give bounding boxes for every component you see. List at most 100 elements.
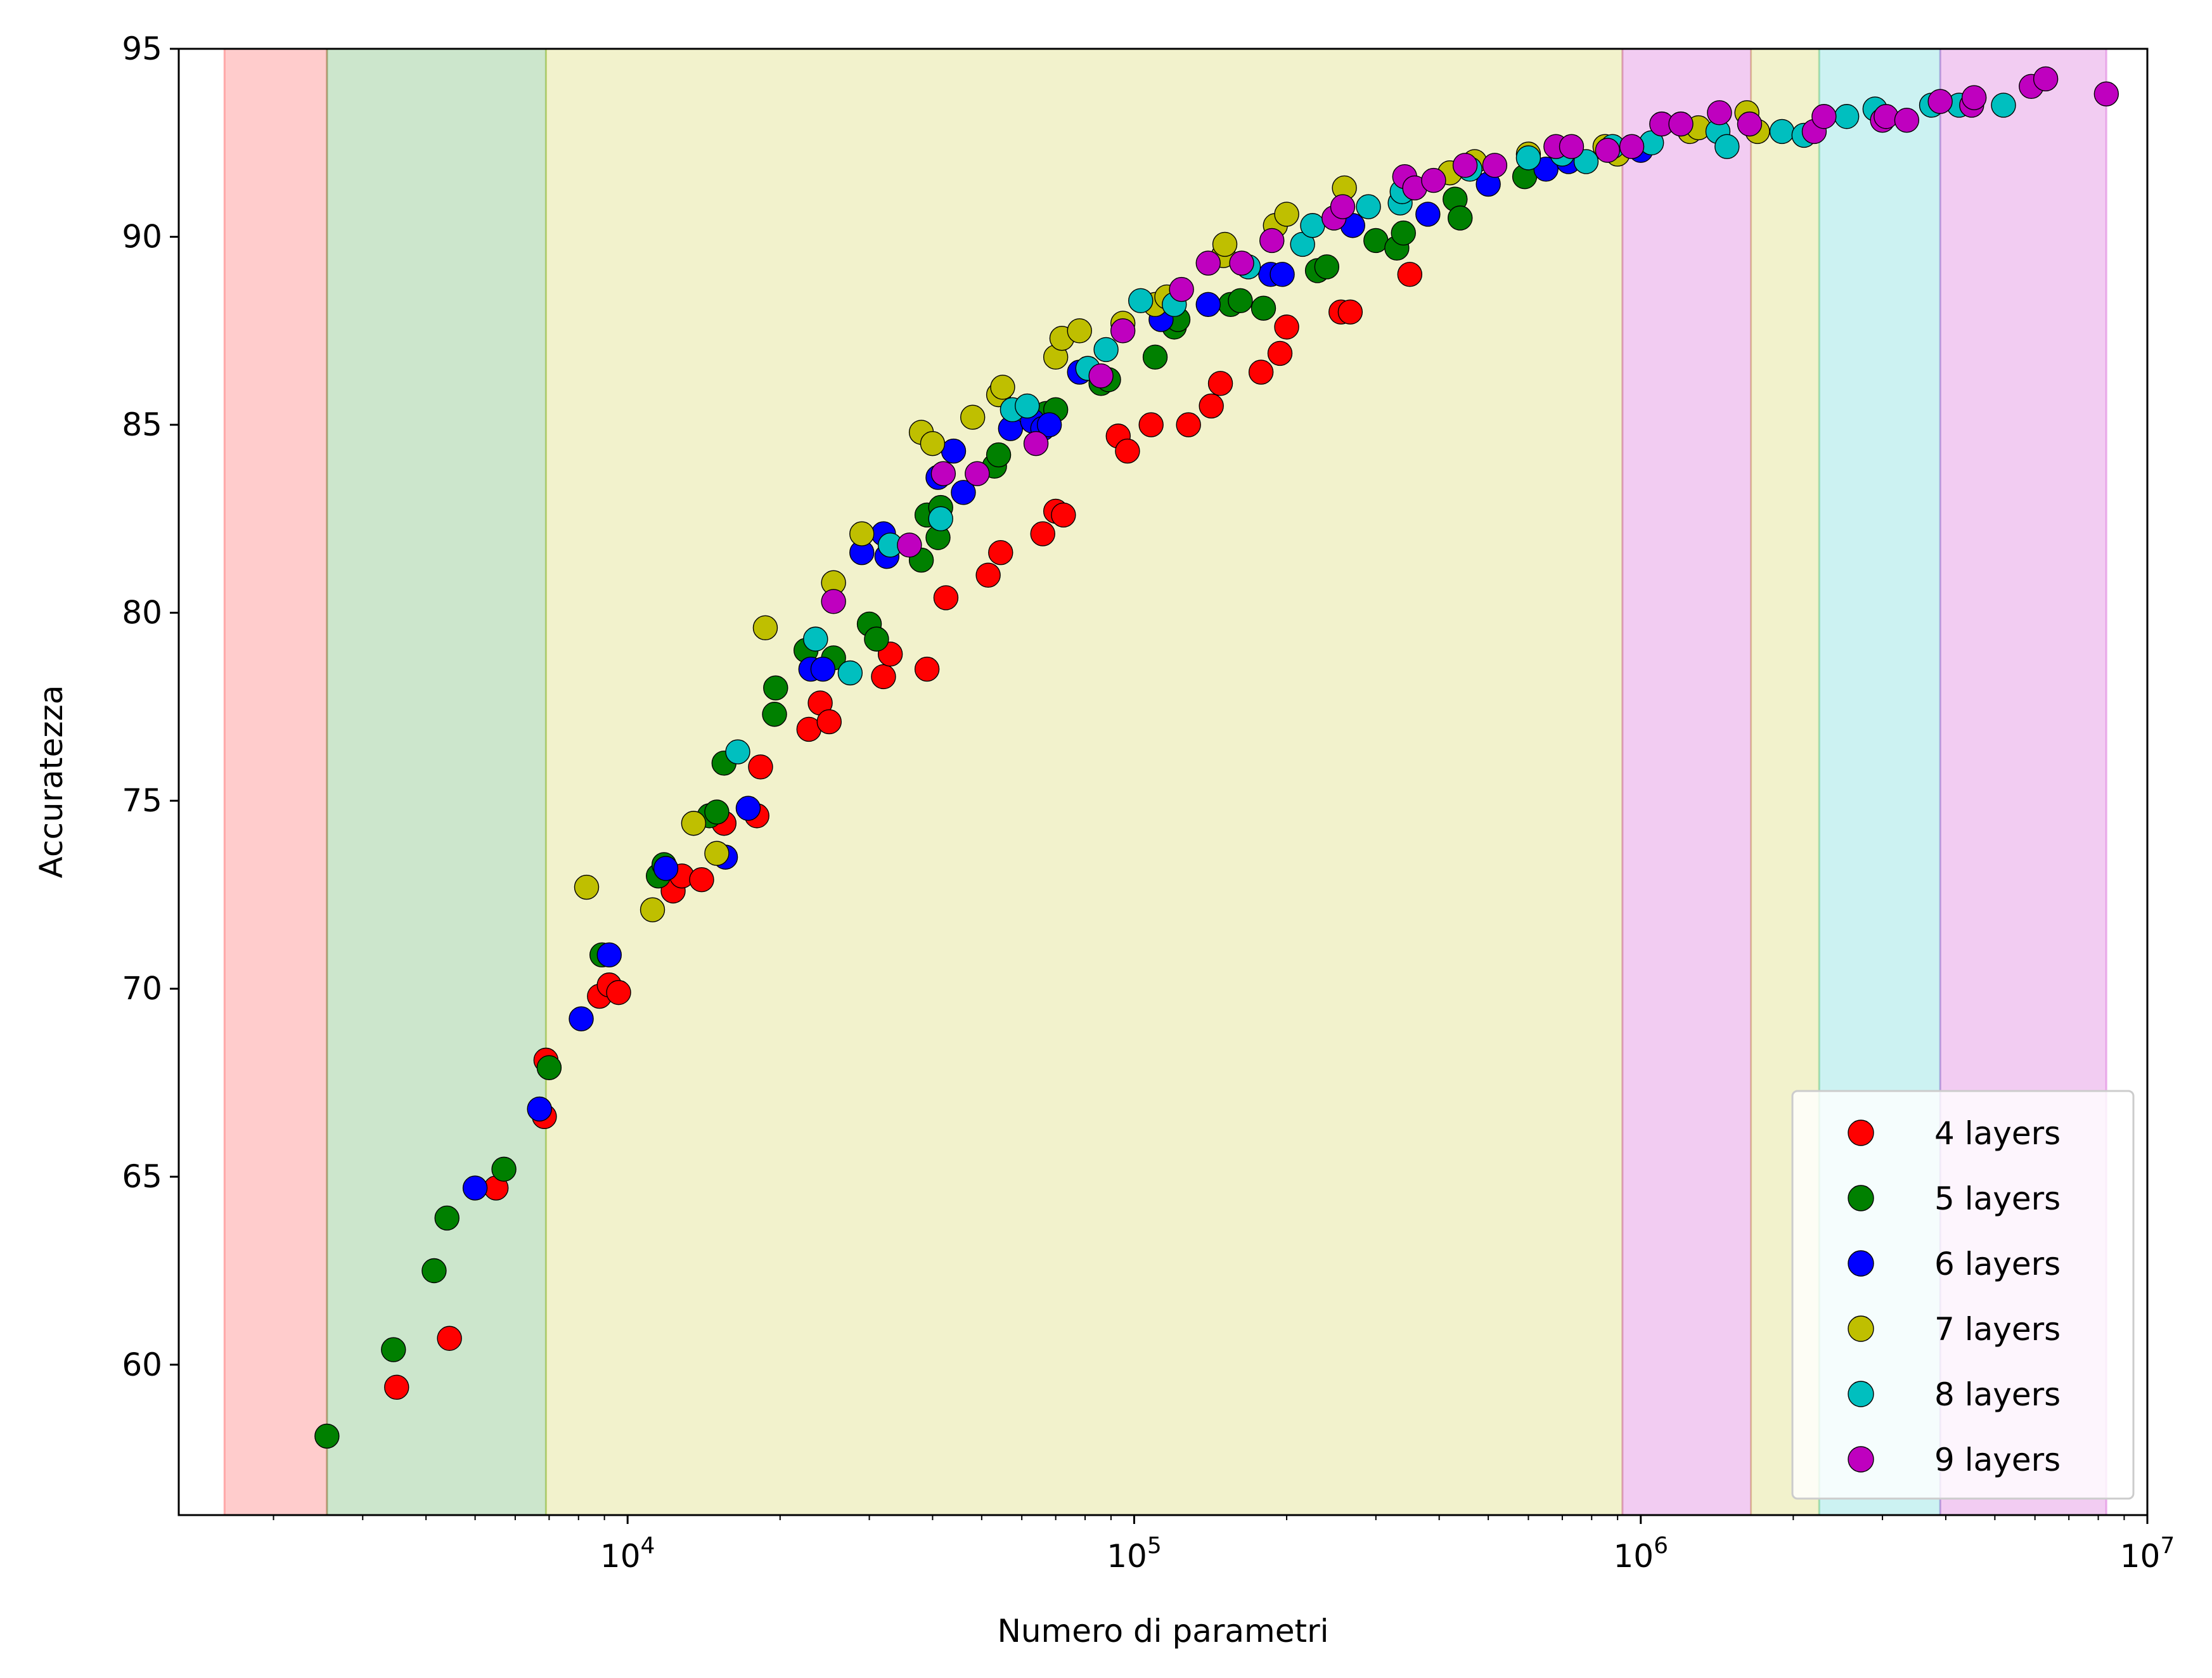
data-point xyxy=(574,874,600,900)
data-point xyxy=(1515,145,1541,171)
data-point xyxy=(1051,502,1076,528)
data-point xyxy=(462,1175,488,1201)
data-point xyxy=(1110,318,1136,344)
data-point xyxy=(2093,81,2119,106)
data-point xyxy=(1714,134,1740,159)
data-point xyxy=(1448,205,1473,231)
data-point xyxy=(1195,292,1221,317)
data-point xyxy=(640,897,666,922)
data-point xyxy=(1251,295,1276,321)
data-point xyxy=(1834,104,1860,129)
data-point xyxy=(1391,220,1416,246)
data-point xyxy=(1195,250,1221,276)
data-point xyxy=(763,675,788,700)
data-point xyxy=(1927,89,1953,114)
data-point xyxy=(536,1055,562,1080)
y-tick-label: 80 xyxy=(122,595,162,631)
data-point xyxy=(1270,262,1295,287)
data-point xyxy=(1482,153,1508,178)
data-point xyxy=(596,942,622,968)
data-point xyxy=(810,656,836,682)
data-point xyxy=(1023,431,1049,456)
data-point xyxy=(816,709,842,735)
data-point xyxy=(1363,228,1389,254)
data-point xyxy=(437,1326,462,1351)
data-point xyxy=(725,739,750,765)
legend-label: 8 layers xyxy=(1934,1376,2061,1413)
data-point xyxy=(1397,262,1423,287)
x-tick-label: 105 xyxy=(1107,1533,1162,1575)
data-point xyxy=(1169,276,1194,302)
shaded-bands xyxy=(223,48,2107,1516)
data-point xyxy=(1015,393,1040,419)
data-point xyxy=(681,811,707,836)
data-point xyxy=(933,585,959,610)
data-point xyxy=(914,656,940,682)
data-point xyxy=(960,404,986,430)
data-point xyxy=(491,1156,517,1182)
data-point xyxy=(920,431,946,456)
data-point xyxy=(1330,194,1356,219)
data-point xyxy=(735,796,761,821)
data-point xyxy=(1199,393,1224,419)
data-point xyxy=(1142,344,1168,370)
data-point xyxy=(821,589,846,614)
legend-label: 7 layers xyxy=(1934,1311,2061,1348)
data-point xyxy=(1874,104,1899,129)
y-tick-label: 75 xyxy=(122,782,162,819)
data-point xyxy=(1533,157,1559,182)
data-point xyxy=(1737,111,1763,137)
data-point xyxy=(1619,134,1645,159)
series-9-layers xyxy=(821,66,2119,614)
data-point xyxy=(1088,363,1114,389)
data-point xyxy=(381,1337,406,1362)
axes: 60 65 70 75 80 85 90 95 104 105 106 107 xyxy=(122,30,2175,1575)
y-tick-label: 60 xyxy=(122,1346,162,1383)
y-tick-label: 65 xyxy=(122,1158,162,1195)
band-0 xyxy=(223,48,328,1516)
data-point xyxy=(1300,213,1325,238)
data-point xyxy=(986,442,1012,468)
data-point xyxy=(1337,299,1363,325)
legend-marker xyxy=(1848,1315,1874,1342)
data-point xyxy=(689,867,714,893)
data-point xyxy=(941,438,967,464)
data-point xyxy=(384,1374,409,1400)
data-point xyxy=(1093,337,1119,363)
y-tick-label: 90 xyxy=(122,219,162,255)
data-point xyxy=(897,532,922,558)
legend-label: 6 layers xyxy=(1934,1246,2061,1282)
data-point xyxy=(803,626,828,652)
legend: 4 layers 5 layers 6 layers 7 layers 8 layers… xyxy=(1791,1090,2135,1500)
data-point xyxy=(837,660,863,686)
data-point xyxy=(864,626,889,652)
data-point xyxy=(762,702,787,727)
data-point xyxy=(2033,66,2059,92)
data-point xyxy=(928,506,953,532)
data-point xyxy=(1961,85,1987,110)
data-point xyxy=(1356,194,1381,219)
data-point xyxy=(1229,250,1254,276)
data-point xyxy=(569,1006,594,1031)
data-point xyxy=(1212,231,1238,257)
data-point xyxy=(1452,153,1478,178)
data-point xyxy=(653,856,679,881)
band-2 xyxy=(544,48,1624,1516)
data-point xyxy=(1274,314,1299,340)
data-point xyxy=(1138,412,1164,437)
y-tick-label: 85 xyxy=(122,406,162,443)
data-point xyxy=(1036,412,1062,437)
data-point xyxy=(1559,134,1585,159)
data-point xyxy=(1811,104,1837,129)
x-tick-label: 106 xyxy=(1613,1533,1668,1575)
data-point xyxy=(527,1096,552,1122)
data-point xyxy=(1991,93,2016,118)
data-point xyxy=(1274,202,1299,227)
legend-marker xyxy=(1848,1381,1874,1407)
data-point xyxy=(748,754,773,780)
data-point xyxy=(1176,412,1201,437)
data-point xyxy=(849,521,875,546)
data-point xyxy=(1769,119,1795,145)
data-point xyxy=(1259,228,1285,254)
